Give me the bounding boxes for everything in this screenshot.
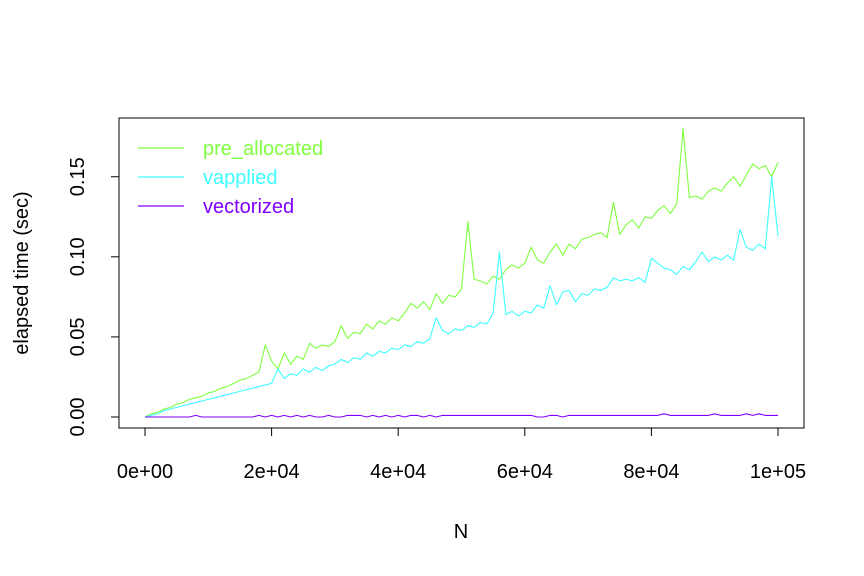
x-tick-label: 0e+00	[117, 461, 173, 483]
legend: pre_allocated vapplied vectorized	[138, 138, 323, 218]
x-tick-label: 8e+04	[623, 461, 679, 483]
x-tick-label: 2e+04	[244, 461, 300, 483]
x-tick-label: 1e+05	[750, 461, 806, 483]
series-lines	[144, 128, 779, 418]
series-line-pre-allocated	[144, 128, 779, 418]
x-tick-label: 6e+04	[497, 461, 553, 483]
y-axis-ticks: 0.00 0.05 0.10 0.15	[67, 157, 119, 436]
legend-label: vapplied	[203, 167, 278, 189]
legend-label: vectorized	[203, 196, 294, 218]
x-axis-ticks: 0e+00 2e+04 4e+04 6e+04 8e+04 1e+05	[117, 428, 806, 483]
series-line-vectorized	[145, 413, 778, 418]
y-tick-label: 0.10	[67, 237, 89, 276]
series-line-vapplied	[144, 176, 779, 418]
y-tick-label: 0.15	[67, 157, 89, 196]
legend-label: pre_allocated	[203, 138, 323, 160]
x-axis-label: N	[454, 521, 468, 543]
y-tick-label: 0.00	[67, 398, 89, 437]
y-tick-label: 0.05	[67, 317, 89, 356]
x-tick-label: 4e+04	[370, 461, 426, 483]
plot-frame	[118, 117, 805, 429]
y-axis-label: elapsed time (sec)	[11, 191, 33, 354]
